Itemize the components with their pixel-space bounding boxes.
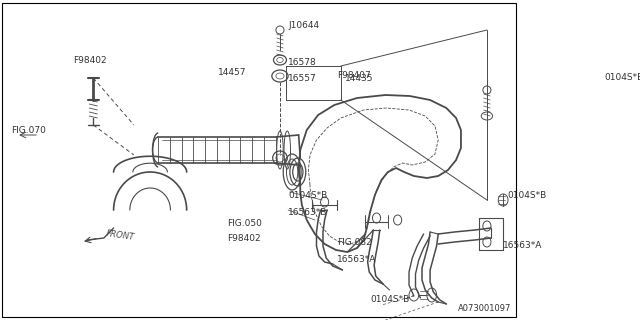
Text: 0104S*B: 0104S*B (288, 190, 327, 199)
Text: F98402: F98402 (227, 234, 261, 243)
Text: 16563*A: 16563*A (337, 255, 376, 265)
Text: 0104S*B: 0104S*B (508, 190, 547, 199)
Text: 0104S*B: 0104S*B (605, 73, 640, 82)
Text: FRONT: FRONT (105, 229, 135, 243)
Text: 16563*B: 16563*B (288, 207, 328, 217)
Text: 0104S*B: 0104S*B (371, 295, 410, 305)
Text: 16563*A: 16563*A (503, 241, 543, 250)
Text: A073001097: A073001097 (458, 304, 511, 313)
Text: F98407: F98407 (337, 70, 371, 79)
Text: FIG.050: FIG.050 (227, 219, 262, 228)
Text: 14457: 14457 (218, 68, 246, 76)
Text: FIG.070: FIG.070 (12, 125, 46, 134)
Text: FIG.082: FIG.082 (337, 237, 372, 246)
Text: J10644: J10644 (288, 20, 319, 29)
Text: F98402: F98402 (73, 55, 107, 65)
Text: 14435: 14435 (345, 74, 373, 83)
Text: 16557: 16557 (288, 74, 317, 83)
Text: 16578: 16578 (288, 58, 317, 67)
